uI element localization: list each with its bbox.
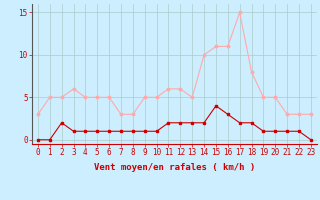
X-axis label: Vent moyen/en rafales ( km/h ): Vent moyen/en rafales ( km/h ) — [94, 163, 255, 172]
